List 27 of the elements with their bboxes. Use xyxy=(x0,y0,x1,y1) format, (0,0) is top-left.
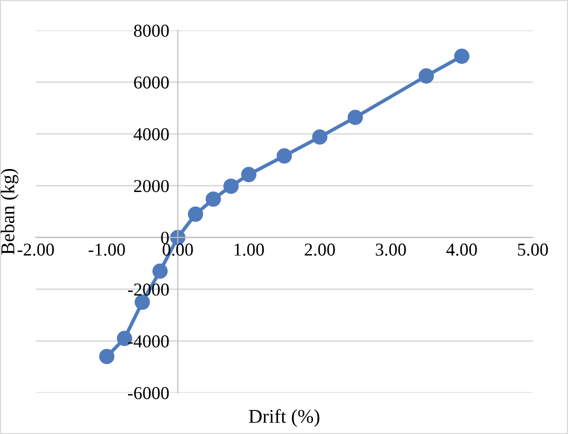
x-tick-label: 2.00 xyxy=(304,244,335,256)
point xyxy=(418,68,434,84)
x-tick-label: 5.00 xyxy=(518,244,548,256)
point xyxy=(348,110,363,125)
y-tick-label: 8000 xyxy=(134,24,169,37)
x-tick-label: -1.00 xyxy=(88,244,125,256)
x-axis-title: Drift (%) xyxy=(248,409,320,427)
x-tick-label: 3.00 xyxy=(376,244,406,256)
point xyxy=(312,129,328,145)
x-tick-label: -2.00 xyxy=(18,244,54,256)
y-tick-label: 2000 xyxy=(134,180,169,192)
point xyxy=(134,294,150,310)
point xyxy=(188,206,204,222)
point xyxy=(276,148,292,164)
y-axis-title: Beban (kg) xyxy=(0,168,18,254)
x-tick-label: 4.00 xyxy=(446,244,477,256)
point xyxy=(223,178,239,194)
point xyxy=(454,48,470,64)
y-tick-label: -6000 xyxy=(128,387,169,400)
point xyxy=(241,166,256,182)
y-tick-label: 4000 xyxy=(134,128,169,140)
point xyxy=(152,263,168,279)
y-tick-label: 0 xyxy=(161,232,169,244)
y-tick-label: 6000 xyxy=(134,76,169,89)
point xyxy=(99,348,114,364)
x-tick-label: 1.00 xyxy=(234,244,264,256)
point xyxy=(206,192,221,207)
